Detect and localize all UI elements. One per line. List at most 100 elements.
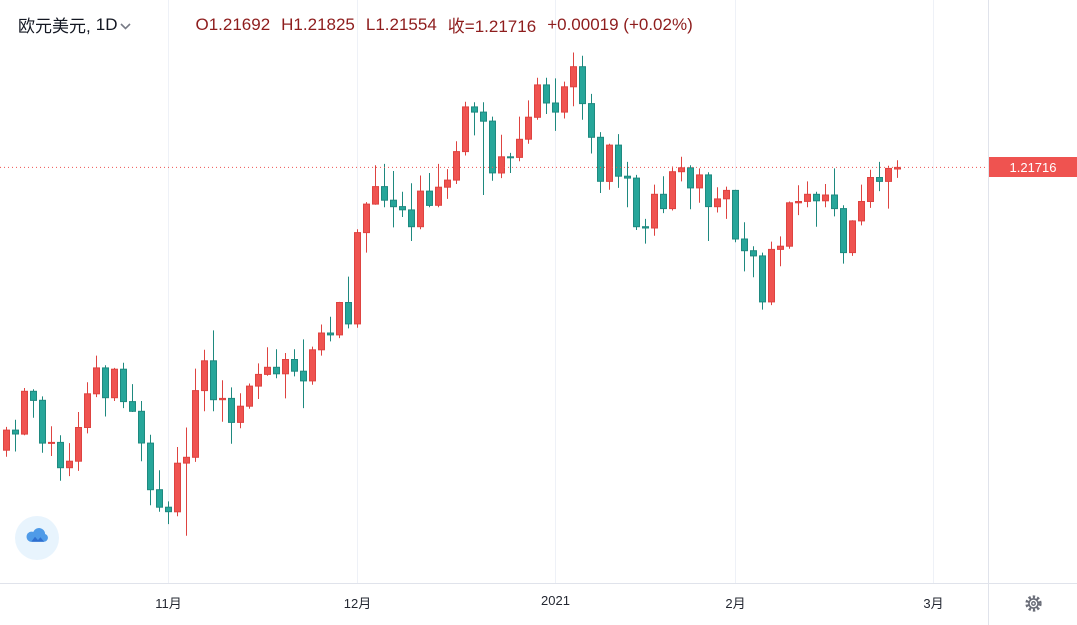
settings-button[interactable] (1019, 589, 1048, 621)
candle-body (363, 203, 370, 234)
candle (426, 173, 433, 208)
candle (579, 55, 586, 120)
candle-body (705, 174, 712, 208)
candle (156, 470, 163, 512)
candle-body (777, 245, 784, 250)
candle (192, 368, 199, 462)
time-axis[interactable]: 11月 12月 2021 2月 3月 (0, 583, 988, 625)
candle-body (39, 399, 46, 444)
candle-body (462, 106, 469, 153)
candle (516, 116, 523, 162)
candle (489, 116, 496, 181)
candle (75, 412, 82, 471)
candle (471, 102, 478, 136)
candle (102, 365, 109, 417)
candle-body (237, 405, 244, 423)
candle (570, 52, 577, 107)
candle-body (732, 189, 739, 240)
candle (534, 77, 541, 120)
candle-body (813, 193, 820, 202)
candle (615, 134, 622, 188)
candle-body (165, 506, 172, 513)
candle (201, 349, 208, 412)
candle-body (651, 193, 658, 229)
site-logo[interactable] (15, 516, 59, 560)
price-chart[interactable] (0, 0, 988, 583)
candle-body (624, 175, 631, 179)
candle-body (417, 190, 424, 228)
candle-body (3, 429, 10, 451)
candle-body (633, 177, 640, 228)
candle (732, 189, 739, 243)
candle-body (822, 194, 829, 202)
symbol-name[interactable]: 欧元美元, (18, 17, 91, 36)
candle (597, 132, 604, 193)
candle (390, 171, 397, 228)
candle-body (300, 370, 307, 382)
candle (30, 389, 37, 418)
candle-body (867, 177, 874, 202)
candle-body (156, 489, 163, 508)
candle (858, 184, 865, 226)
candle-body (606, 144, 613, 182)
candle (723, 186, 730, 219)
candle (633, 174, 640, 230)
candle (606, 143, 613, 190)
candle (696, 168, 703, 203)
candle-body (525, 116, 532, 140)
price-axis[interactable] (988, 0, 1077, 583)
candle (705, 172, 712, 241)
candle-body (120, 368, 127, 403)
candle-body (498, 156, 505, 174)
candle-body (147, 442, 154, 491)
candle (48, 426, 55, 456)
candle (129, 384, 136, 412)
time-axis-label: 2021 (541, 593, 570, 608)
candle (219, 380, 226, 422)
candle (651, 184, 658, 236)
current-price-label: 1.21716 (989, 157, 1077, 177)
candle-body (741, 238, 748, 252)
candle (750, 246, 757, 278)
candle (786, 201, 793, 249)
candle (480, 102, 487, 195)
candle (174, 447, 181, 517)
gear-icon (1023, 593, 1044, 617)
candle-body (111, 368, 118, 399)
candle (39, 396, 46, 453)
candle-body (345, 302, 352, 325)
ohlc-low-value: L1.21554 (365, 14, 437, 34)
candle (867, 169, 874, 208)
candle-body (264, 366, 271, 375)
candle (624, 161, 631, 208)
candle-body (831, 194, 838, 210)
candle (876, 161, 883, 192)
time-axis-label: 2月 (725, 596, 746, 611)
candle-body (489, 120, 496, 174)
candle-body (201, 360, 208, 392)
candle (66, 443, 73, 477)
candle-body (552, 102, 559, 113)
candle (561, 81, 568, 119)
candle (210, 330, 217, 412)
candle-body (516, 138, 523, 158)
candle-body (192, 390, 199, 458)
candle (714, 187, 721, 213)
candle (165, 501, 172, 525)
candle-body (786, 202, 793, 247)
candle-body (669, 171, 676, 210)
candle-body (795, 201, 802, 204)
interval-selector[interactable]: 1D (95, 14, 118, 34)
candle-body (372, 186, 379, 205)
candle (498, 134, 505, 179)
candle (12, 419, 19, 452)
candle-body (696, 174, 703, 189)
candle-body (714, 198, 721, 208)
candle (552, 78, 559, 131)
chevron-down-icon[interactable] (120, 22, 132, 30)
candle (183, 427, 190, 536)
candle (408, 183, 415, 241)
candle-body (426, 190, 433, 206)
candle-body (318, 332, 325, 351)
